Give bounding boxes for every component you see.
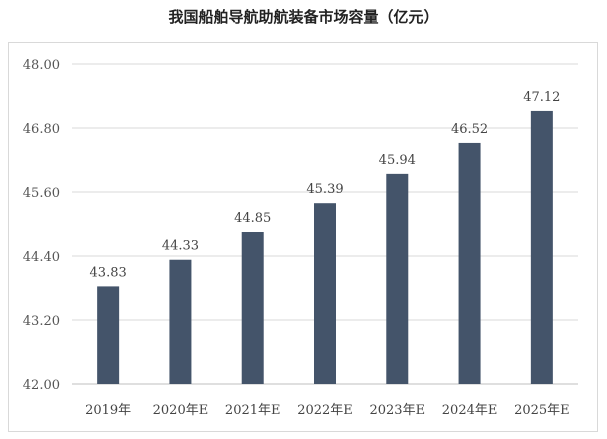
y-tick-label: 46.80 [23,122,60,137]
x-tick-label: 2020年E [153,403,209,418]
bar-2021年E [241,232,264,384]
bar-2022年E [314,203,336,384]
y-tick-label: 48.00 [23,58,60,73]
bar-2023年E [386,173,409,384]
data-label: 44.33 [162,239,199,254]
x-tick-label: 2024年E [442,403,498,418]
data-label: 43.83 [90,265,127,280]
y-tick-label: 42.00 [23,378,60,393]
data-label: 47.12 [523,90,560,105]
data-label: 46.52 [451,122,488,137]
x-axis: 2019年 2020年E 2021年E 2022年E 2023年E 2024年E 2025年… [85,403,570,418]
x-tick-label: 2019年 [85,403,131,418]
y-tick-label: 43.20 [23,314,60,329]
x-tick-label: 2025年E [514,403,570,418]
y-tick-label: 45.60 [23,186,60,201]
x-tick-label: 2022年E [297,403,353,418]
chart-border [8,42,598,432]
data-label: 45.94 [379,153,416,168]
bar-2024年E [458,142,481,384]
y-axis: 42.00 43.20 44.40 45.60 46.80 48.00 [23,58,60,393]
bar-2020年E [169,259,192,384]
x-tick-label: 2021年E [225,403,281,418]
data-labels: 43.83 44.33 44.85 45.39 45.94 46.52 47.12 [90,90,561,280]
chart-title: 我国船舶导航助航装备市场容量（亿元） [168,8,439,26]
bar-2019年 [97,286,120,384]
data-label: 45.39 [306,182,343,197]
data-label: 44.85 [234,211,271,226]
x-tick-label: 2023年E [369,403,425,418]
bars [97,110,553,384]
y-tick-label: 44.40 [23,250,60,265]
bar-2025年E [530,110,553,384]
